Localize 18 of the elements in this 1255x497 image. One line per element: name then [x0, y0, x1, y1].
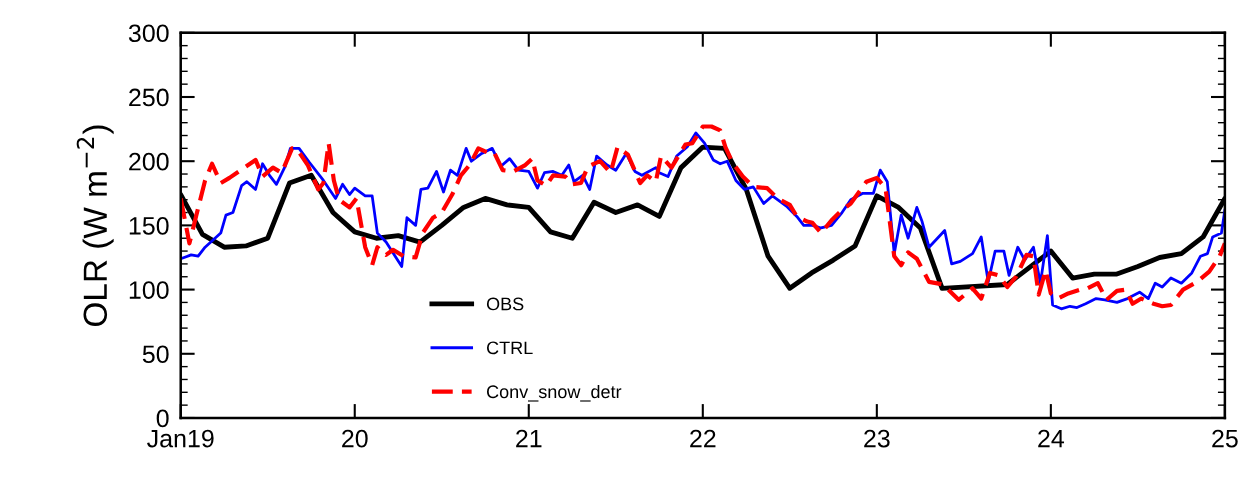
x-tick-label: 25 — [1212, 429, 1238, 448]
x-tick-label: 22 — [690, 429, 716, 448]
y-axis-title: OLR (W m$^{−2}$) — [76, 125, 114, 326]
y-tick-label: 200 — [129, 152, 169, 171]
x-tick-label: 20 — [342, 429, 368, 448]
y-tick-label: 100 — [129, 281, 169, 299]
legend-label: Conv_snow_detr — [486, 384, 622, 402]
x-tick-label: 21 — [516, 429, 542, 448]
y-tick-label: 150 — [129, 216, 169, 235]
x-tick-label: 24 — [1038, 429, 1065, 448]
y-tick-label: 50 — [142, 345, 169, 364]
x-tick-label: 23 — [864, 429, 890, 448]
x-tick-label: Jan19 — [147, 429, 214, 448]
y-tick-label: 0 — [156, 409, 169, 428]
y-tick-label: 300 — [128, 24, 169, 43]
y-tick-label: 250 — [129, 88, 169, 107]
legend-label: OBS — [486, 297, 524, 311]
legend-label: CTRL — [486, 341, 533, 355]
